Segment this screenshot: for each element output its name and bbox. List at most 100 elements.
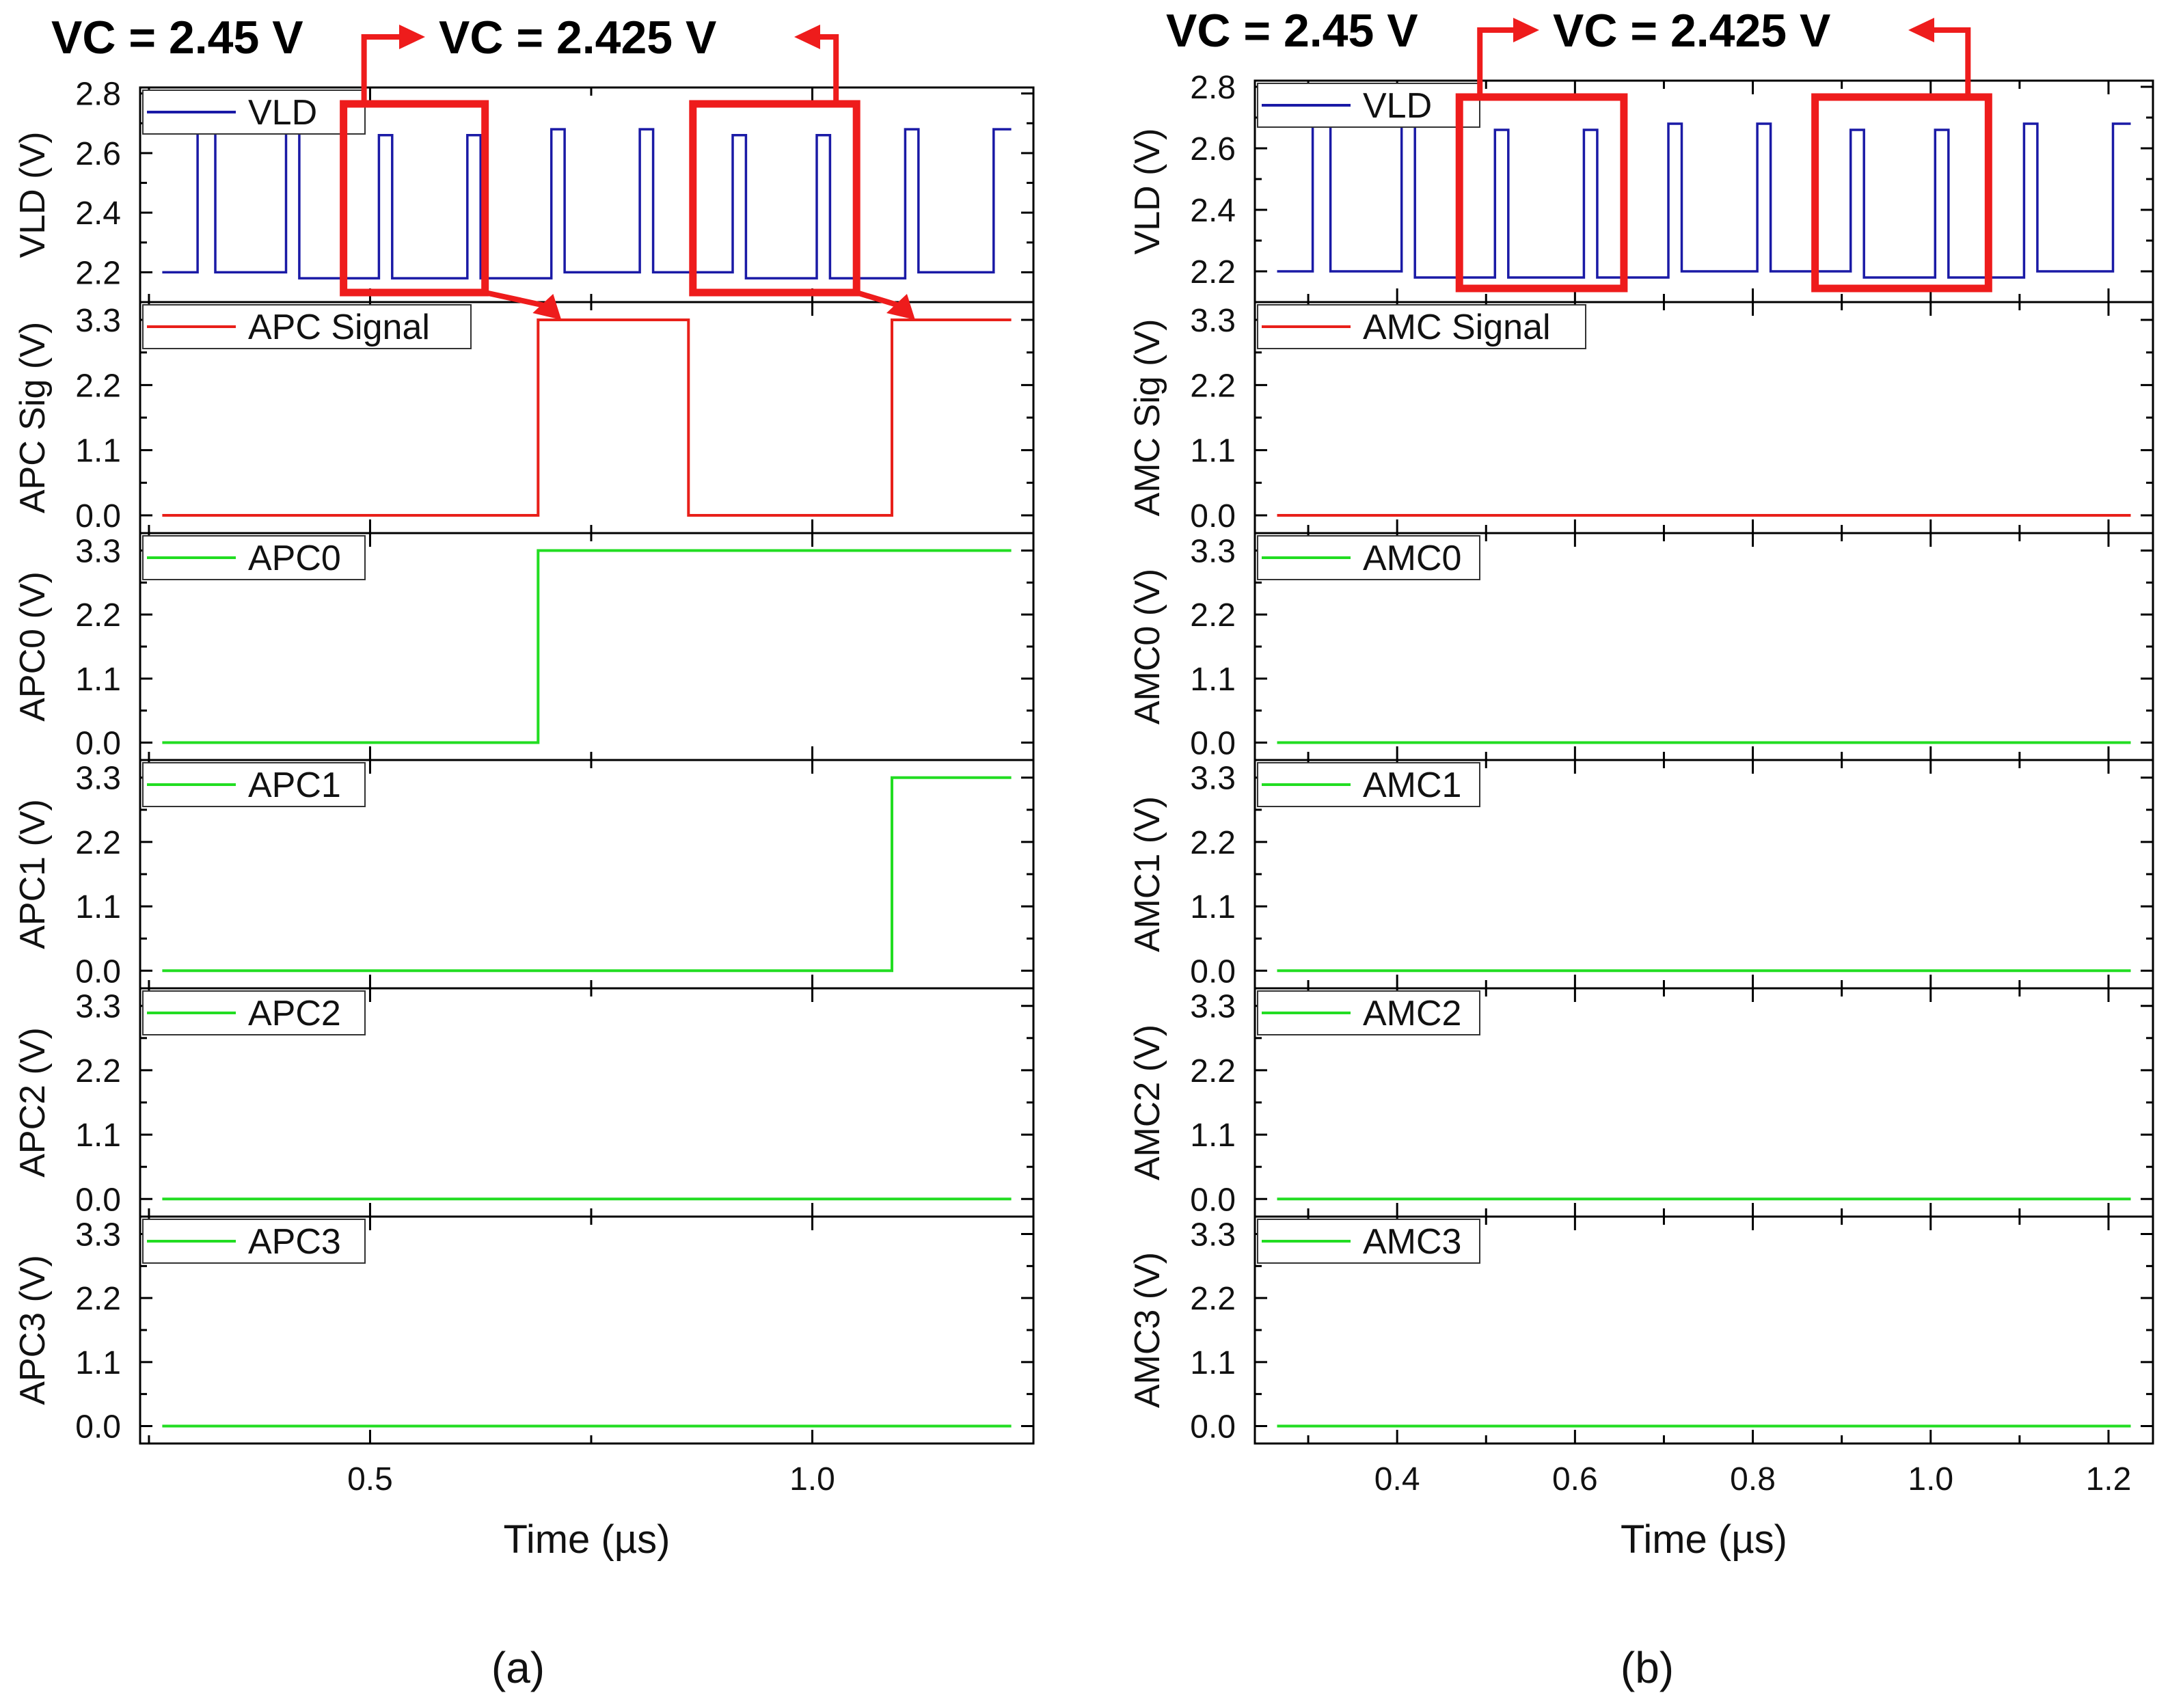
y-axis-label: AMC2 (V) — [1128, 1025, 1167, 1180]
edge-link-arrowhead-icon — [532, 294, 562, 320]
y-tick-label: 2.8 — [1190, 70, 1236, 106]
y-tick-label: 2.4 — [1190, 193, 1236, 229]
y-tick-label: 1.1 — [1190, 1345, 1236, 1381]
y-tick-label: 1.1 — [1190, 889, 1236, 925]
highlight-box-2 — [689, 100, 861, 297]
y-axis-label: AMC3 (V) — [1128, 1252, 1167, 1408]
y-tick-label: 1.1 — [75, 889, 121, 925]
y-tick-label: 3.3 — [75, 534, 121, 570]
y-tick-label: 0.0 — [1190, 953, 1236, 990]
y-axis-label: APC0 (V) — [13, 571, 53, 722]
y-tick-label: 1.1 — [1190, 433, 1236, 470]
y-tick-label: 2.2 — [75, 597, 121, 634]
legend-label: VLD — [248, 93, 317, 133]
panel-b: 2.2 2.4 2.6 2.8 VLD (V) VLD 0.0 1.1 2.2 3.3 AMC Si… — [1128, 5, 2154, 1692]
legend: VLD — [1257, 83, 1480, 128]
bracket-arrow-right — [815, 34, 839, 104]
bracket-arrow-right — [1929, 27, 1971, 97]
subplot-amc1: 0.0 1.1 2.2 3.3 AMC1 (V) AMC1 — [1128, 759, 2154, 990]
y-tick-label: 3.3 — [75, 1217, 121, 1253]
y-tick-label: 0.0 — [1190, 725, 1236, 761]
y-tick-label: 2.2 — [1190, 368, 1236, 404]
y-tick-label: 1.1 — [75, 1345, 121, 1381]
vc-annotations: VC = 2.45 V VC = 2.425 V — [1166, 5, 1971, 97]
x-tick-label: 0.5 — [347, 1461, 393, 1497]
y-tick-label: 3.3 — [75, 989, 121, 1025]
vc-label-right: VC = 2.425 V — [1553, 5, 1830, 57]
y-tick-label: 3.3 — [1190, 761, 1236, 797]
panel-a: 2.2 2.4 2.6 2.8 VLD (V) VLD 0.0 1.1 2.2 3.3 APC Si… — [13, 12, 1035, 1692]
y-axis-label: APC Sig (V) — [13, 322, 53, 513]
arrowhead-right-icon — [399, 25, 425, 49]
x-tick-label: 0.4 — [1374, 1461, 1420, 1497]
subplot-amc3: 0.0 1.1 2.2 3.3 AMC3 (V) AMC3 — [1128, 1215, 2154, 1445]
highlight-box-1 — [1455, 93, 1628, 293]
legend-label: AMC3 — [1363, 1222, 1461, 1262]
vc-label-right: VC = 2.425 V — [439, 12, 716, 64]
legend-label: AMC Signal — [1363, 308, 1551, 347]
vc-label-left: VC = 2.45 V — [51, 12, 303, 64]
arrowhead-right-icon — [1513, 18, 1539, 42]
series-line — [162, 318, 1012, 517]
subplot-apc1: 0.0 1.1 2.2 3.3 APC1 (V) APC1 — [13, 759, 1035, 990]
y-tick-label: 0.0 — [75, 1182, 121, 1218]
y-tick-label: 0.0 — [75, 498, 121, 534]
y-tick-label: 3.3 — [1190, 989, 1236, 1025]
subplot-vld: 2.2 2.4 2.6 2.8 VLD (V) VLD — [1128, 70, 2154, 303]
legend: APC Signal — [142, 304, 472, 349]
y-tick-label: 3.3 — [75, 303, 121, 339]
legend: APC2 — [142, 990, 366, 1035]
y-tick-label: 2.2 — [75, 368, 121, 404]
y-tick-label: 0.0 — [75, 953, 121, 990]
edge-link-line-2 — [856, 290, 903, 309]
subplot-apc3: 0.0 1.1 2.2 3.3 APC3 (V) APC3 — [13, 1215, 1035, 1445]
y-tick-label: 1.1 — [75, 1117, 121, 1154]
subplot-apc-signal: 0.0 1.1 2.2 3.3 APC Sig (V) APC Signal — [13, 301, 1035, 534]
legend-label: AMC1 — [1363, 765, 1461, 805]
legend: VLD — [142, 90, 366, 135]
y-axis-label: AMC1 (V) — [1128, 796, 1167, 952]
x-tick-label: 1.0 — [1908, 1461, 1953, 1497]
x-axis-label: Time (µs) — [504, 1517, 670, 1562]
y-tick-label: 3.3 — [75, 761, 121, 797]
y-tick-label: 2.2 — [1190, 254, 1236, 290]
y-tick-label: 2.2 — [1190, 825, 1236, 861]
subplot-apc2: 0.0 1.1 2.2 3.3 APC2 (V) APC2 — [13, 987, 1035, 1218]
legend: APC3 — [142, 1219, 366, 1264]
y-tick-label: 2.4 — [75, 195, 121, 232]
y-tick-label: 2.2 — [75, 1053, 121, 1089]
y-tick-label: 2.2 — [1190, 1053, 1236, 1089]
legend: AMC0 — [1257, 535, 1480, 580]
subplot-vld: 2.2 2.4 2.6 2.8 VLD (V) VLD — [13, 77, 1035, 303]
legend: AMC1 — [1257, 762, 1480, 807]
y-tick-label: 1.1 — [1190, 662, 1236, 698]
x-axis-label: Time (µs) — [1621, 1517, 1787, 1562]
legend-label: APC1 — [248, 765, 341, 805]
y-axis-label: AMC Sig (V) — [1128, 319, 1167, 517]
y-tick-label: 3.3 — [1190, 534, 1236, 570]
panel-label: (b) — [1621, 1643, 1674, 1692]
y-axis-label: VLD (V) — [1128, 128, 1167, 255]
vc-annotations: VC = 2.45 V VC = 2.425 V — [51, 12, 915, 320]
subplot-amc-signal: 0.0 1.1 2.2 3.3 AMC Sig (V) AMC Signal — [1128, 301, 2154, 534]
y-axis-label: APC1 (V) — [13, 799, 53, 949]
subplot-amc2: 0.0 1.1 2.2 3.3 AMC2 (V) AMC2 — [1128, 987, 2154, 1218]
legend: AMC3 — [1257, 1219, 1480, 1264]
x-tick-label: 1.2 — [2086, 1461, 2132, 1497]
legend-label: APC3 — [248, 1222, 341, 1262]
edge-link-arrowhead-icon — [886, 294, 915, 320]
y-tick-label: 2.2 — [1190, 1281, 1236, 1317]
y-tick-label: 2.2 — [75, 1281, 121, 1317]
series-line — [162, 549, 1012, 744]
legend: AMC2 — [1257, 990, 1480, 1035]
x-tick-label: 1.0 — [789, 1461, 835, 1497]
legend-label: APC0 — [248, 539, 341, 578]
legend-label: APC Signal — [248, 308, 430, 347]
x-tick-label: 0.6 — [1552, 1461, 1598, 1497]
y-tick-label: 2.6 — [1190, 131, 1236, 167]
edge-link-line-1 — [484, 290, 549, 309]
y-axis-label: VLD (V) — [13, 132, 53, 258]
legend: APC0 — [142, 535, 366, 580]
highlight-box-1 — [340, 100, 489, 297]
